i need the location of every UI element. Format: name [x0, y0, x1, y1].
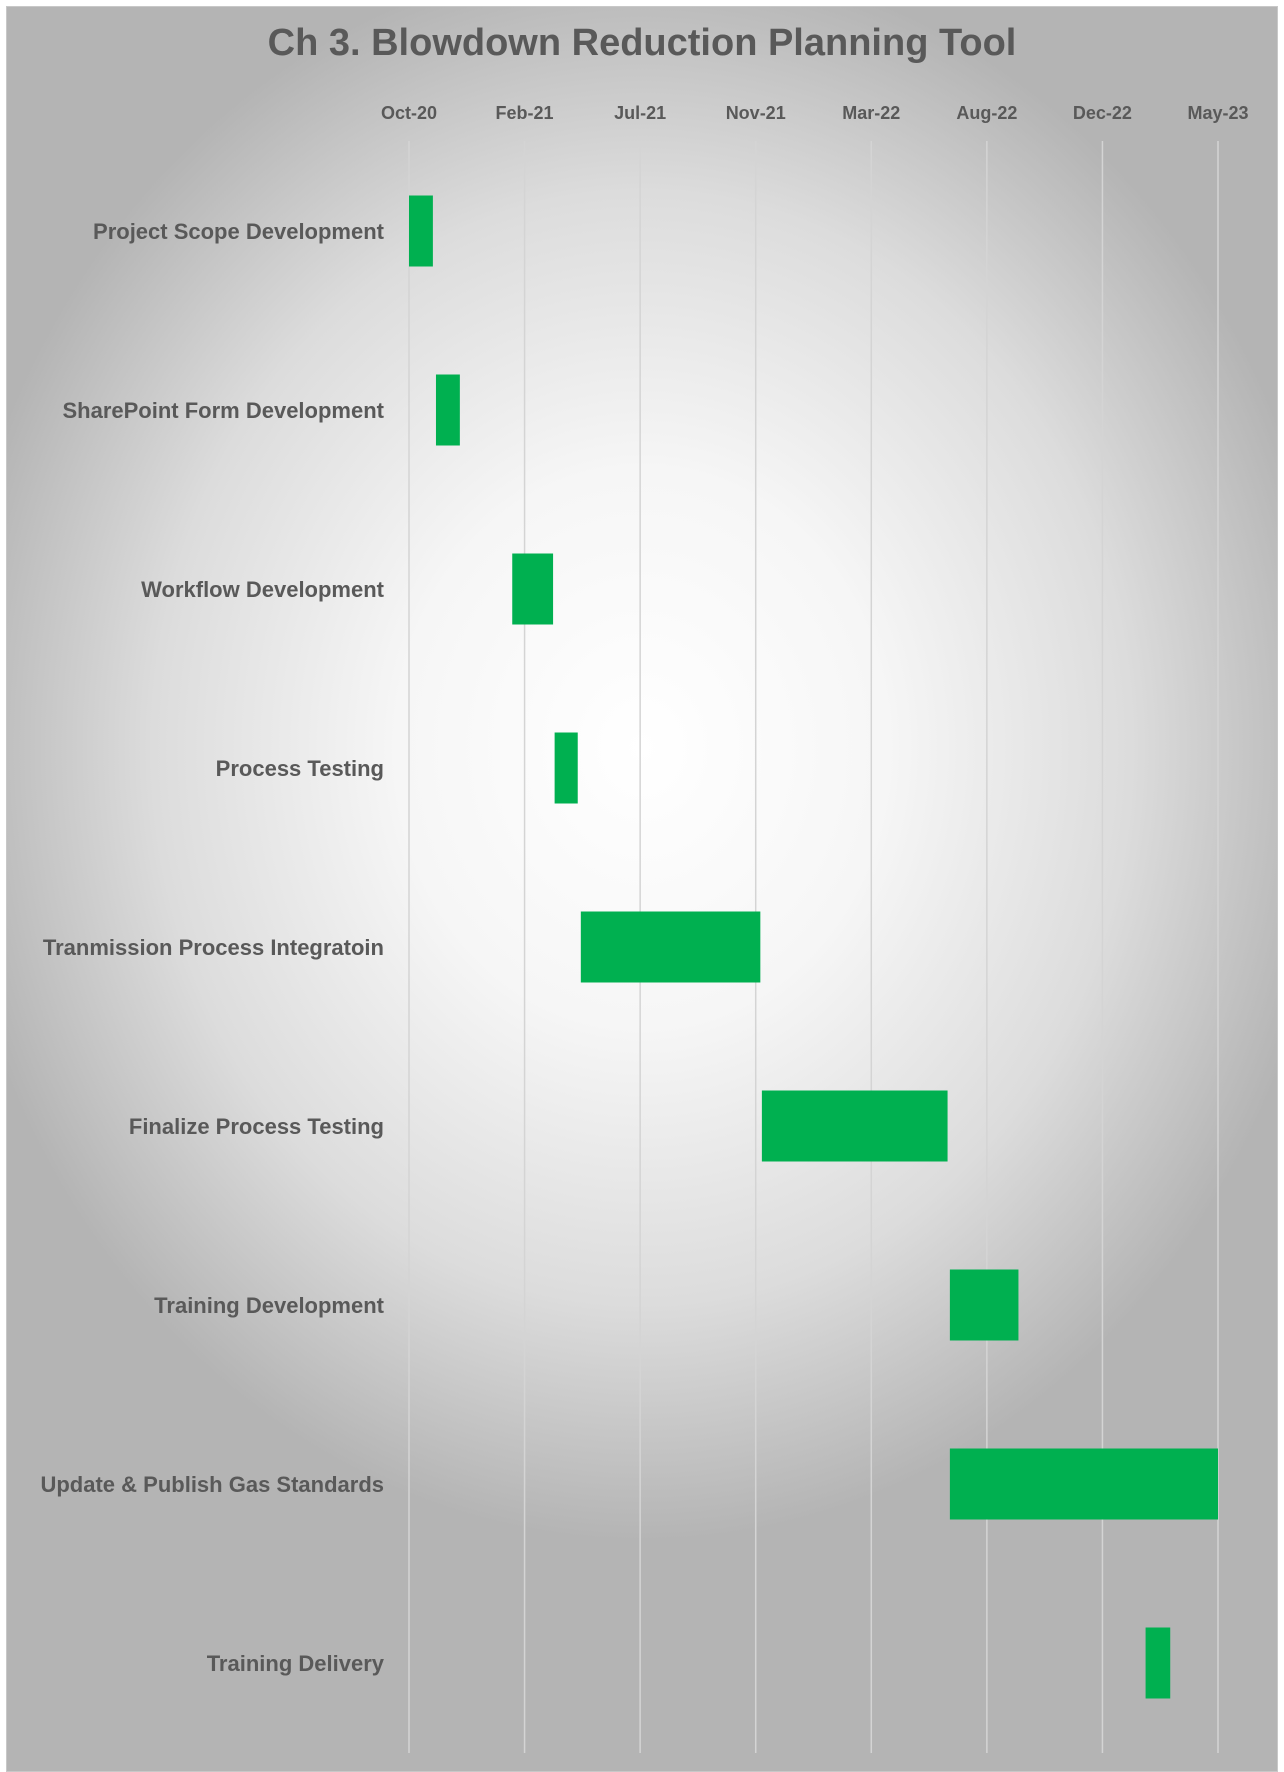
task-bar: [580, 911, 761, 983]
x-tick-label: Mar-22: [842, 103, 900, 123]
chart-container: Oct-20 Feb-21 Jul-21 Nov-21 Mar-22 Aug-22 Dec-…: [6, 6, 1278, 1772]
chart-plot: Oct-20 Feb-21 Jul-21 Nov-21 Mar-22 Aug-22 Dec-…: [40, 103, 1249, 1753]
chart-title: Ch 3. Blowdown Reduction Planning Tool: [267, 22, 1017, 64]
task-label: Workflow Development: [141, 577, 385, 602]
task-bar: [512, 553, 554, 625]
task-bar: [554, 732, 578, 804]
task-label: SharePoint Form Development: [62, 398, 384, 423]
task-label: Tranmission Process Integratoin: [43, 935, 384, 960]
x-tick-label: Feb-21: [496, 103, 554, 123]
task-label: Finalize Process Testing: [129, 1114, 384, 1139]
task-label: Training Development: [154, 1293, 384, 1318]
task-label: Project Scope Development: [93, 219, 385, 244]
x-tick-label: Jul-21: [614, 103, 666, 123]
task-bar: [409, 195, 433, 267]
task-bar: [761, 1090, 948, 1162]
task-label: Update & Publish Gas Standards: [40, 1472, 384, 1497]
task-bar: [435, 374, 460, 446]
x-tick-label: May-23: [1187, 103, 1248, 123]
x-tick-label: Aug-22: [956, 103, 1017, 123]
x-tick-label: Oct-20: [381, 103, 437, 123]
task-label: Process Testing: [216, 756, 384, 781]
task-label: Training Delivery: [207, 1651, 385, 1676]
x-tick-label: Dec-22: [1073, 103, 1132, 123]
task-bar: [949, 1269, 1019, 1341]
x-tick-label: Nov-21: [726, 103, 786, 123]
task-bar: [1145, 1627, 1171, 1699]
task-bar: [949, 1448, 1218, 1520]
